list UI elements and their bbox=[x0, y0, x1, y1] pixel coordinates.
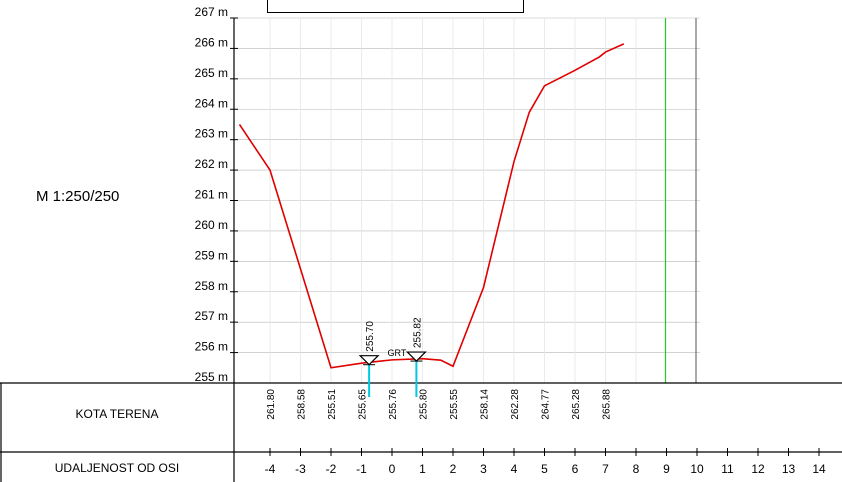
y-tick-label: 263 m bbox=[195, 127, 228, 141]
x-tick-label: 7 bbox=[602, 462, 609, 476]
elevation-value: 262.28 bbox=[510, 389, 521, 420]
elevation-row-label: KOTA TERENA bbox=[75, 407, 159, 421]
water-level-value: 255.70 bbox=[365, 321, 376, 352]
y-tick-label: 267 m bbox=[195, 5, 228, 19]
y-tick-label: 255 m bbox=[195, 370, 228, 384]
y-tick-label: 261 m bbox=[195, 188, 228, 202]
y-tick-label: 258 m bbox=[195, 279, 228, 293]
x-tick-label: 10 bbox=[690, 462, 704, 476]
grid-lines bbox=[234, 17, 700, 384]
x-tick-label: -1 bbox=[356, 462, 367, 476]
elevation-value: 255.51 bbox=[327, 389, 338, 420]
x-tick-label: 8 bbox=[633, 462, 640, 476]
x-tick-label: 5 bbox=[541, 462, 548, 476]
terrain-profile-line bbox=[238, 43, 625, 369]
x-tick-label: 12 bbox=[751, 462, 765, 476]
elevation-value: 258.58 bbox=[297, 389, 308, 420]
x-tick-label: 9 bbox=[663, 462, 670, 476]
elevation-value: 255.55 bbox=[449, 389, 460, 420]
y-tick-label: 257 m bbox=[195, 309, 228, 323]
elevation-value: 255.76 bbox=[388, 389, 399, 420]
x-tick-label: 11 bbox=[721, 462, 734, 476]
y-tick-label: 264 m bbox=[195, 96, 228, 110]
elevation-value: 265.88 bbox=[602, 389, 613, 420]
y-tick-label: 256 m bbox=[195, 340, 228, 354]
x-tick-label: 6 bbox=[572, 462, 579, 476]
x-tick-label: 13 bbox=[782, 462, 796, 476]
x-tick-label: 3 bbox=[480, 462, 487, 476]
elevation-value: 264.77 bbox=[541, 389, 552, 420]
x-tick-label: -2 bbox=[326, 462, 337, 476]
y-tick-label: 266 m bbox=[195, 35, 228, 49]
elevation-value: 261.80 bbox=[266, 389, 277, 420]
x-tick-label: 4 bbox=[511, 462, 518, 476]
x-tick-label: 0 bbox=[389, 462, 396, 476]
y-tick-label: 262 m bbox=[195, 157, 228, 171]
x-tick-label: 2 bbox=[450, 462, 457, 476]
y-tick-label: 265 m bbox=[195, 66, 228, 80]
y-tick-label: 259 m bbox=[195, 248, 228, 262]
x-tick-label: 1 bbox=[419, 462, 426, 476]
y-tick-label: 260 m bbox=[195, 218, 228, 232]
water-level-value: 255.82 bbox=[412, 317, 423, 348]
x-tick-label: -3 bbox=[295, 462, 306, 476]
distance-row-label: UDALJENOST OD OSI bbox=[54, 461, 180, 475]
water-level-triangle bbox=[405, 351, 427, 362]
title-box bbox=[267, 0, 524, 13]
x-tick-label: 14 bbox=[812, 462, 826, 476]
elevation-value: 255.80 bbox=[419, 389, 430, 420]
water-level-triangle bbox=[358, 355, 380, 366]
elevation-value: 265.28 bbox=[571, 389, 582, 420]
elevation-value: 258.14 bbox=[480, 389, 491, 420]
x-tick-label: -4 bbox=[265, 462, 276, 476]
scale-label: M 1:250/250 bbox=[36, 188, 120, 205]
elevation-value: 255.65 bbox=[358, 389, 369, 420]
water-level-label: GRT bbox=[388, 348, 407, 358]
